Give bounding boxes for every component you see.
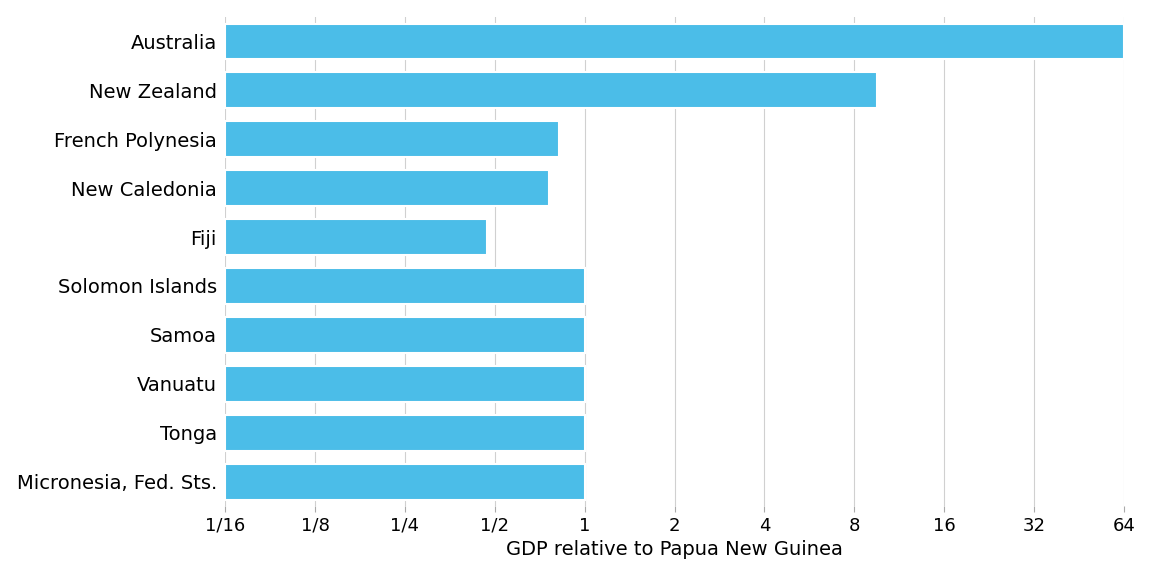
- Bar: [226, 415, 585, 450]
- Bar: [226, 268, 585, 304]
- X-axis label: GDP relative to Papua New Guinea: GDP relative to Papua New Guinea: [506, 540, 843, 559]
- Bar: [226, 464, 585, 499]
- Bar: [226, 24, 1124, 59]
- Bar: [226, 219, 487, 255]
- Bar: [226, 170, 550, 206]
- Bar: [226, 366, 585, 401]
- Bar: [226, 73, 877, 108]
- Bar: [226, 317, 585, 353]
- Bar: [226, 122, 559, 157]
